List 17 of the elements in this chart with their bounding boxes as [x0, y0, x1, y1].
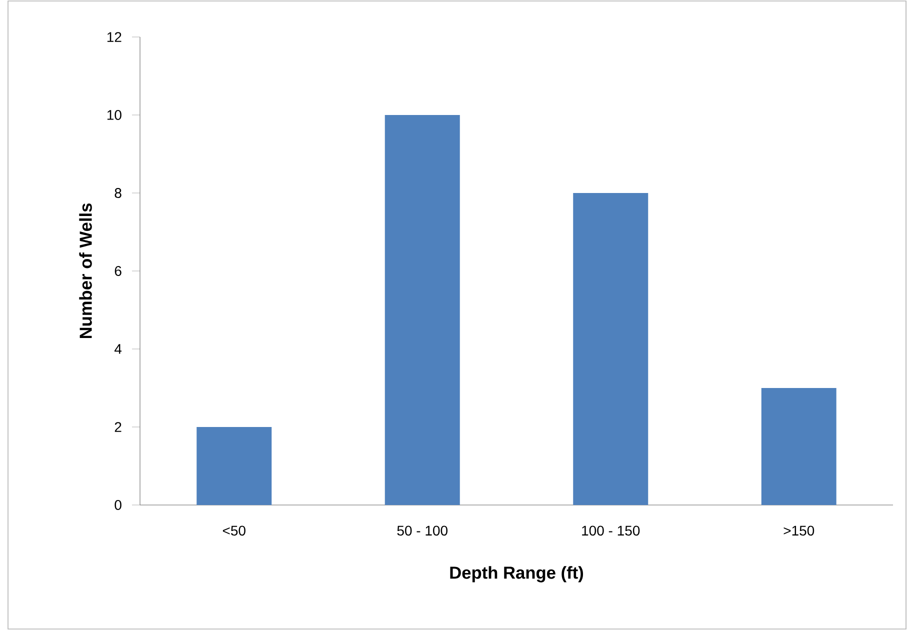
y-tick-label: 2: [114, 422, 122, 432]
y-tick-label: 6: [114, 266, 122, 276]
bar: [384, 114, 460, 505]
bar: [761, 388, 836, 505]
y-tick-label: 4: [114, 344, 122, 354]
y-tick-label: 8: [114, 188, 122, 198]
x-tick-label: >150: [784, 526, 814, 536]
x-axis-title: Depth Range (ft): [450, 566, 584, 582]
x-tick-label: 50 - 100: [397, 526, 448, 536]
bar: [196, 426, 272, 505]
x-tick-label: <50: [222, 526, 246, 536]
y-tick-label: 10: [107, 110, 122, 120]
y-axis-title: Number of Wells: [79, 203, 92, 338]
x-tick-label: 100 - 150: [582, 526, 640, 536]
y-tick-label: 12: [107, 32, 122, 42]
bar: [573, 192, 648, 505]
y-tick-label: 0: [114, 500, 122, 510]
